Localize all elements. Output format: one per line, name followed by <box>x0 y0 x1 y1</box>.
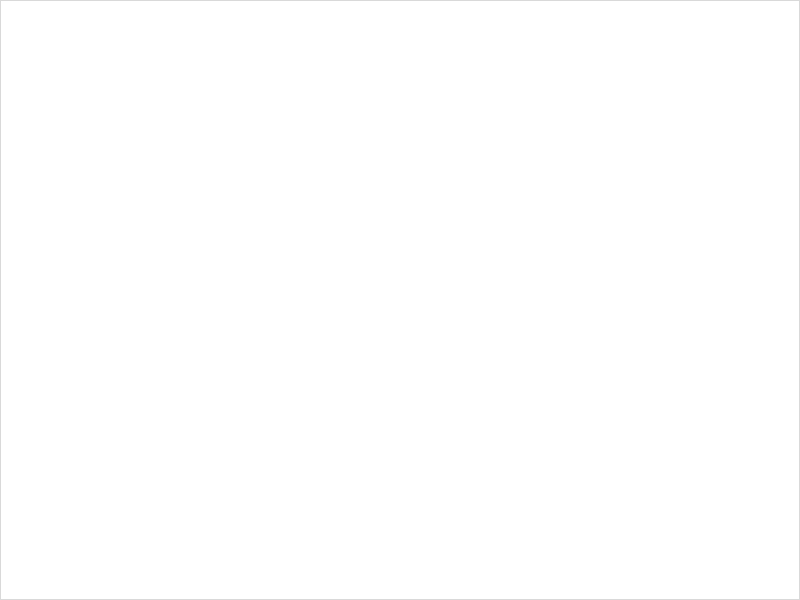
plot-area <box>1 1 800 600</box>
elisa-dose-response-chart <box>0 0 800 600</box>
